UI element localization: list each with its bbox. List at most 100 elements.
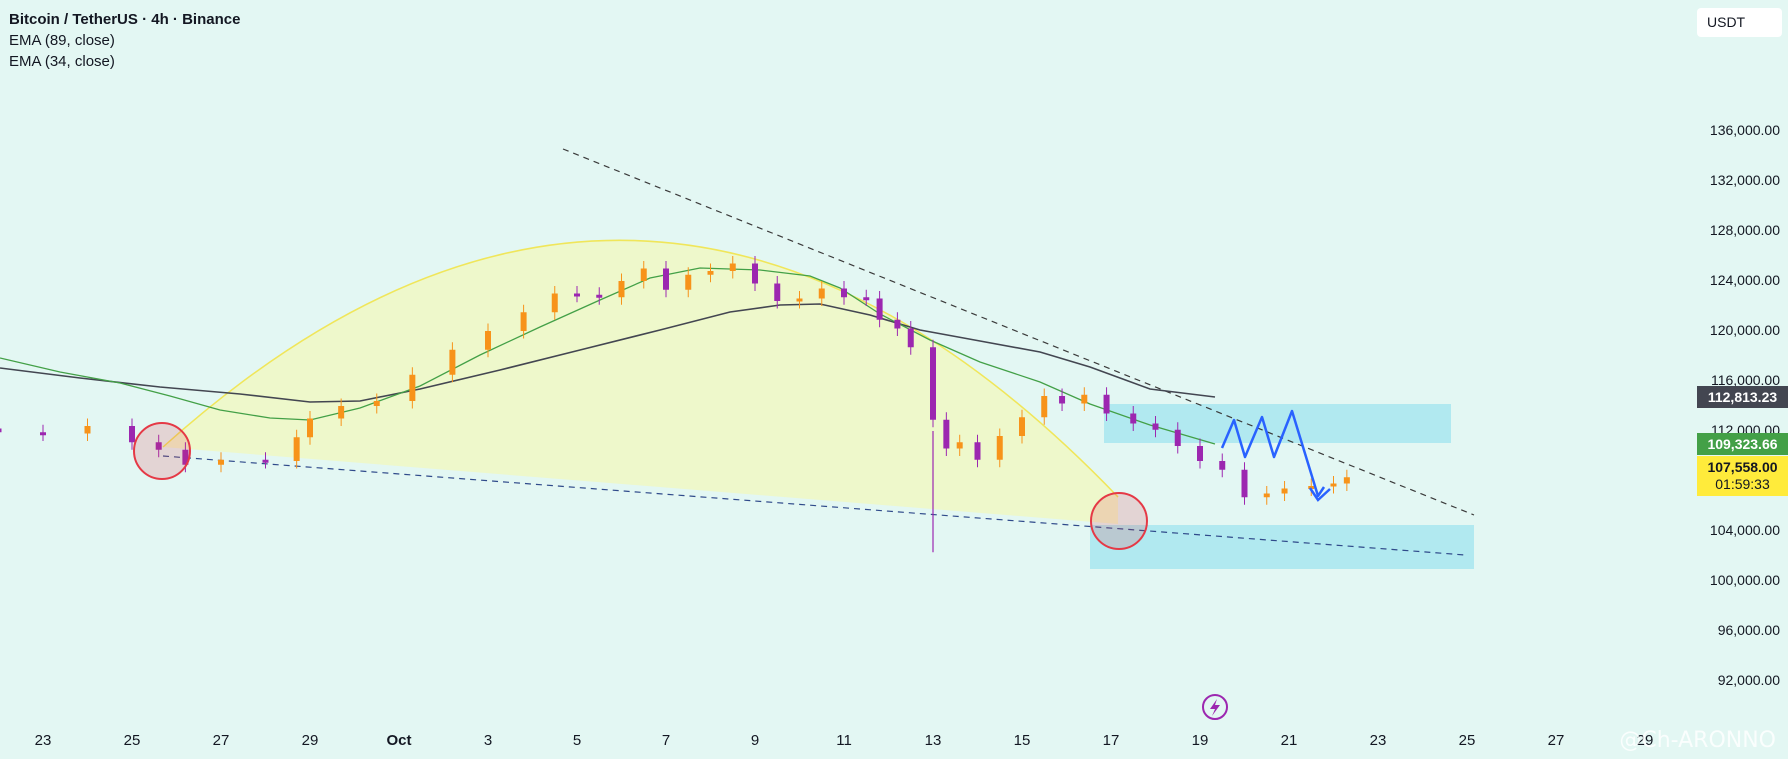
y-tick-label: 100,000.00 bbox=[1709, 572, 1780, 588]
candle-body bbox=[1330, 483, 1337, 487]
candle-body bbox=[1219, 461, 1226, 470]
candle-body bbox=[338, 406, 345, 419]
x-tick-label: 5 bbox=[572, 732, 582, 749]
candle-body bbox=[1281, 488, 1288, 494]
x-tick-label: 3 bbox=[483, 732, 493, 749]
x-tick-label: 25 bbox=[1458, 732, 1476, 749]
candle-body bbox=[685, 274, 692, 290]
candle-body bbox=[752, 263, 758, 284]
x-tick-label: 29 bbox=[301, 732, 319, 749]
x-tick-label: 15 bbox=[1013, 732, 1031, 749]
candle-body bbox=[930, 347, 936, 420]
candle-body bbox=[0, 428, 2, 433]
candle-body bbox=[796, 298, 803, 302]
x-tick-label: 17 bbox=[1102, 732, 1120, 749]
candle-body bbox=[1152, 423, 1159, 430]
ema34-legend[interactable]: EMA (34, close) bbox=[9, 53, 115, 70]
x-tick-label: 11 bbox=[836, 732, 852, 749]
y-tick-label: 120,000.00 bbox=[1709, 322, 1780, 338]
ema34-price-value: 109,323.66 bbox=[1707, 436, 1778, 452]
candle-body bbox=[1059, 396, 1066, 404]
candle-body bbox=[974, 442, 981, 460]
x-tick-label: 27 bbox=[1547, 732, 1565, 749]
lower-trendline bbox=[162, 455, 1466, 556]
x-tick-label: 7 bbox=[661, 732, 671, 749]
candle-body bbox=[262, 459, 269, 463]
candle-body bbox=[1041, 396, 1048, 418]
candle-body bbox=[1130, 413, 1137, 424]
x-tick-label: 13 bbox=[924, 732, 942, 749]
candle-body bbox=[907, 328, 914, 348]
candle-body bbox=[1019, 417, 1025, 436]
x-tick-label: 29 bbox=[1636, 732, 1654, 749]
candle-body bbox=[40, 432, 46, 436]
y-tick-label: 124,000.00 bbox=[1709, 272, 1780, 288]
x-tick-label: 25 bbox=[123, 732, 141, 749]
ema34-line bbox=[0, 267, 1216, 445]
candle-body bbox=[663, 268, 669, 290]
candle-body bbox=[485, 331, 491, 350]
x-tick-label: 27 bbox=[212, 732, 230, 749]
y-tick-label: 136,000.00 bbox=[1709, 122, 1780, 138]
y-tick-label: 92,000.00 bbox=[1717, 672, 1780, 688]
x-tick-label: 21 bbox=[1280, 732, 1298, 749]
y-tick-label: 104,000.00 bbox=[1709, 522, 1780, 538]
candle-body bbox=[1308, 486, 1315, 489]
candle-body bbox=[618, 281, 625, 298]
candle-body bbox=[863, 297, 870, 301]
author-watermark: @Ch-ARONNO bbox=[1619, 728, 1776, 753]
candle-body bbox=[1263, 493, 1270, 498]
currency-selector[interactable]: USDT bbox=[1697, 8, 1782, 37]
descending-trendline bbox=[562, 148, 1475, 516]
candle-body bbox=[551, 293, 558, 313]
candle-body bbox=[707, 271, 714, 275]
support-zone bbox=[1090, 525, 1474, 569]
bottom-circle-left bbox=[133, 422, 191, 480]
candle-body bbox=[1103, 394, 1110, 414]
bottom-circle-right bbox=[1090, 492, 1148, 550]
candle-body bbox=[841, 288, 847, 298]
y-tick-label: 128,000.00 bbox=[1709, 222, 1780, 238]
candle-body bbox=[449, 349, 456, 375]
candle-body bbox=[1174, 429, 1181, 446]
y-tick-label: 96,000.00 bbox=[1717, 622, 1780, 638]
ema89-price-label: 112,813.23 bbox=[1697, 386, 1788, 408]
candle-body bbox=[876, 298, 883, 320]
ema89-legend[interactable]: EMA (89, close) bbox=[9, 32, 115, 49]
symbol-title[interactable]: Bitcoin / TetherUS · 4h · Binance bbox=[9, 11, 241, 28]
x-tick-label: 23 bbox=[1369, 732, 1387, 749]
candle-body bbox=[218, 459, 224, 465]
candle-body bbox=[84, 426, 91, 434]
candle-body bbox=[182, 449, 189, 465]
candle-body bbox=[1197, 446, 1203, 461]
lightning-icon[interactable] bbox=[1202, 694, 1228, 720]
countdown-value: 01:59:33 bbox=[1715, 476, 1770, 492]
last-price-value: 107,558.00 bbox=[1707, 459, 1778, 475]
x-tick-label: Oct bbox=[386, 732, 412, 749]
y-tick-label: 116,000.00 bbox=[1710, 372, 1780, 388]
candle-body bbox=[729, 263, 736, 271]
candle-body bbox=[894, 319, 901, 329]
rounding-top-arc bbox=[162, 239, 1119, 498]
projection-path bbox=[1220, 409, 1326, 498]
projection-arrow bbox=[1308, 487, 1331, 502]
candle-body bbox=[774, 283, 781, 301]
candle-body bbox=[574, 293, 580, 297]
x-tick-label: 9 bbox=[750, 732, 760, 749]
ema89-price-value: 112,813.23 bbox=[1707, 389, 1778, 405]
candle-body bbox=[155, 442, 162, 450]
candle-body bbox=[409, 374, 416, 401]
candle-body bbox=[520, 312, 527, 331]
x-tick-label: 23 bbox=[34, 732, 52, 749]
candle-body bbox=[1241, 469, 1248, 498]
candle-body bbox=[996, 436, 1003, 460]
candle-body bbox=[640, 268, 647, 281]
ema89-line bbox=[0, 303, 1216, 403]
ema34-price-label: 109,323.66 bbox=[1697, 433, 1788, 455]
chart-legend: Bitcoin / TetherUS · 4h · Binance EMA (8… bbox=[9, 9, 240, 72]
candle-body bbox=[943, 419, 950, 449]
candle-body bbox=[373, 401, 380, 406]
candle-body bbox=[293, 437, 300, 461]
candle-body bbox=[129, 426, 135, 443]
